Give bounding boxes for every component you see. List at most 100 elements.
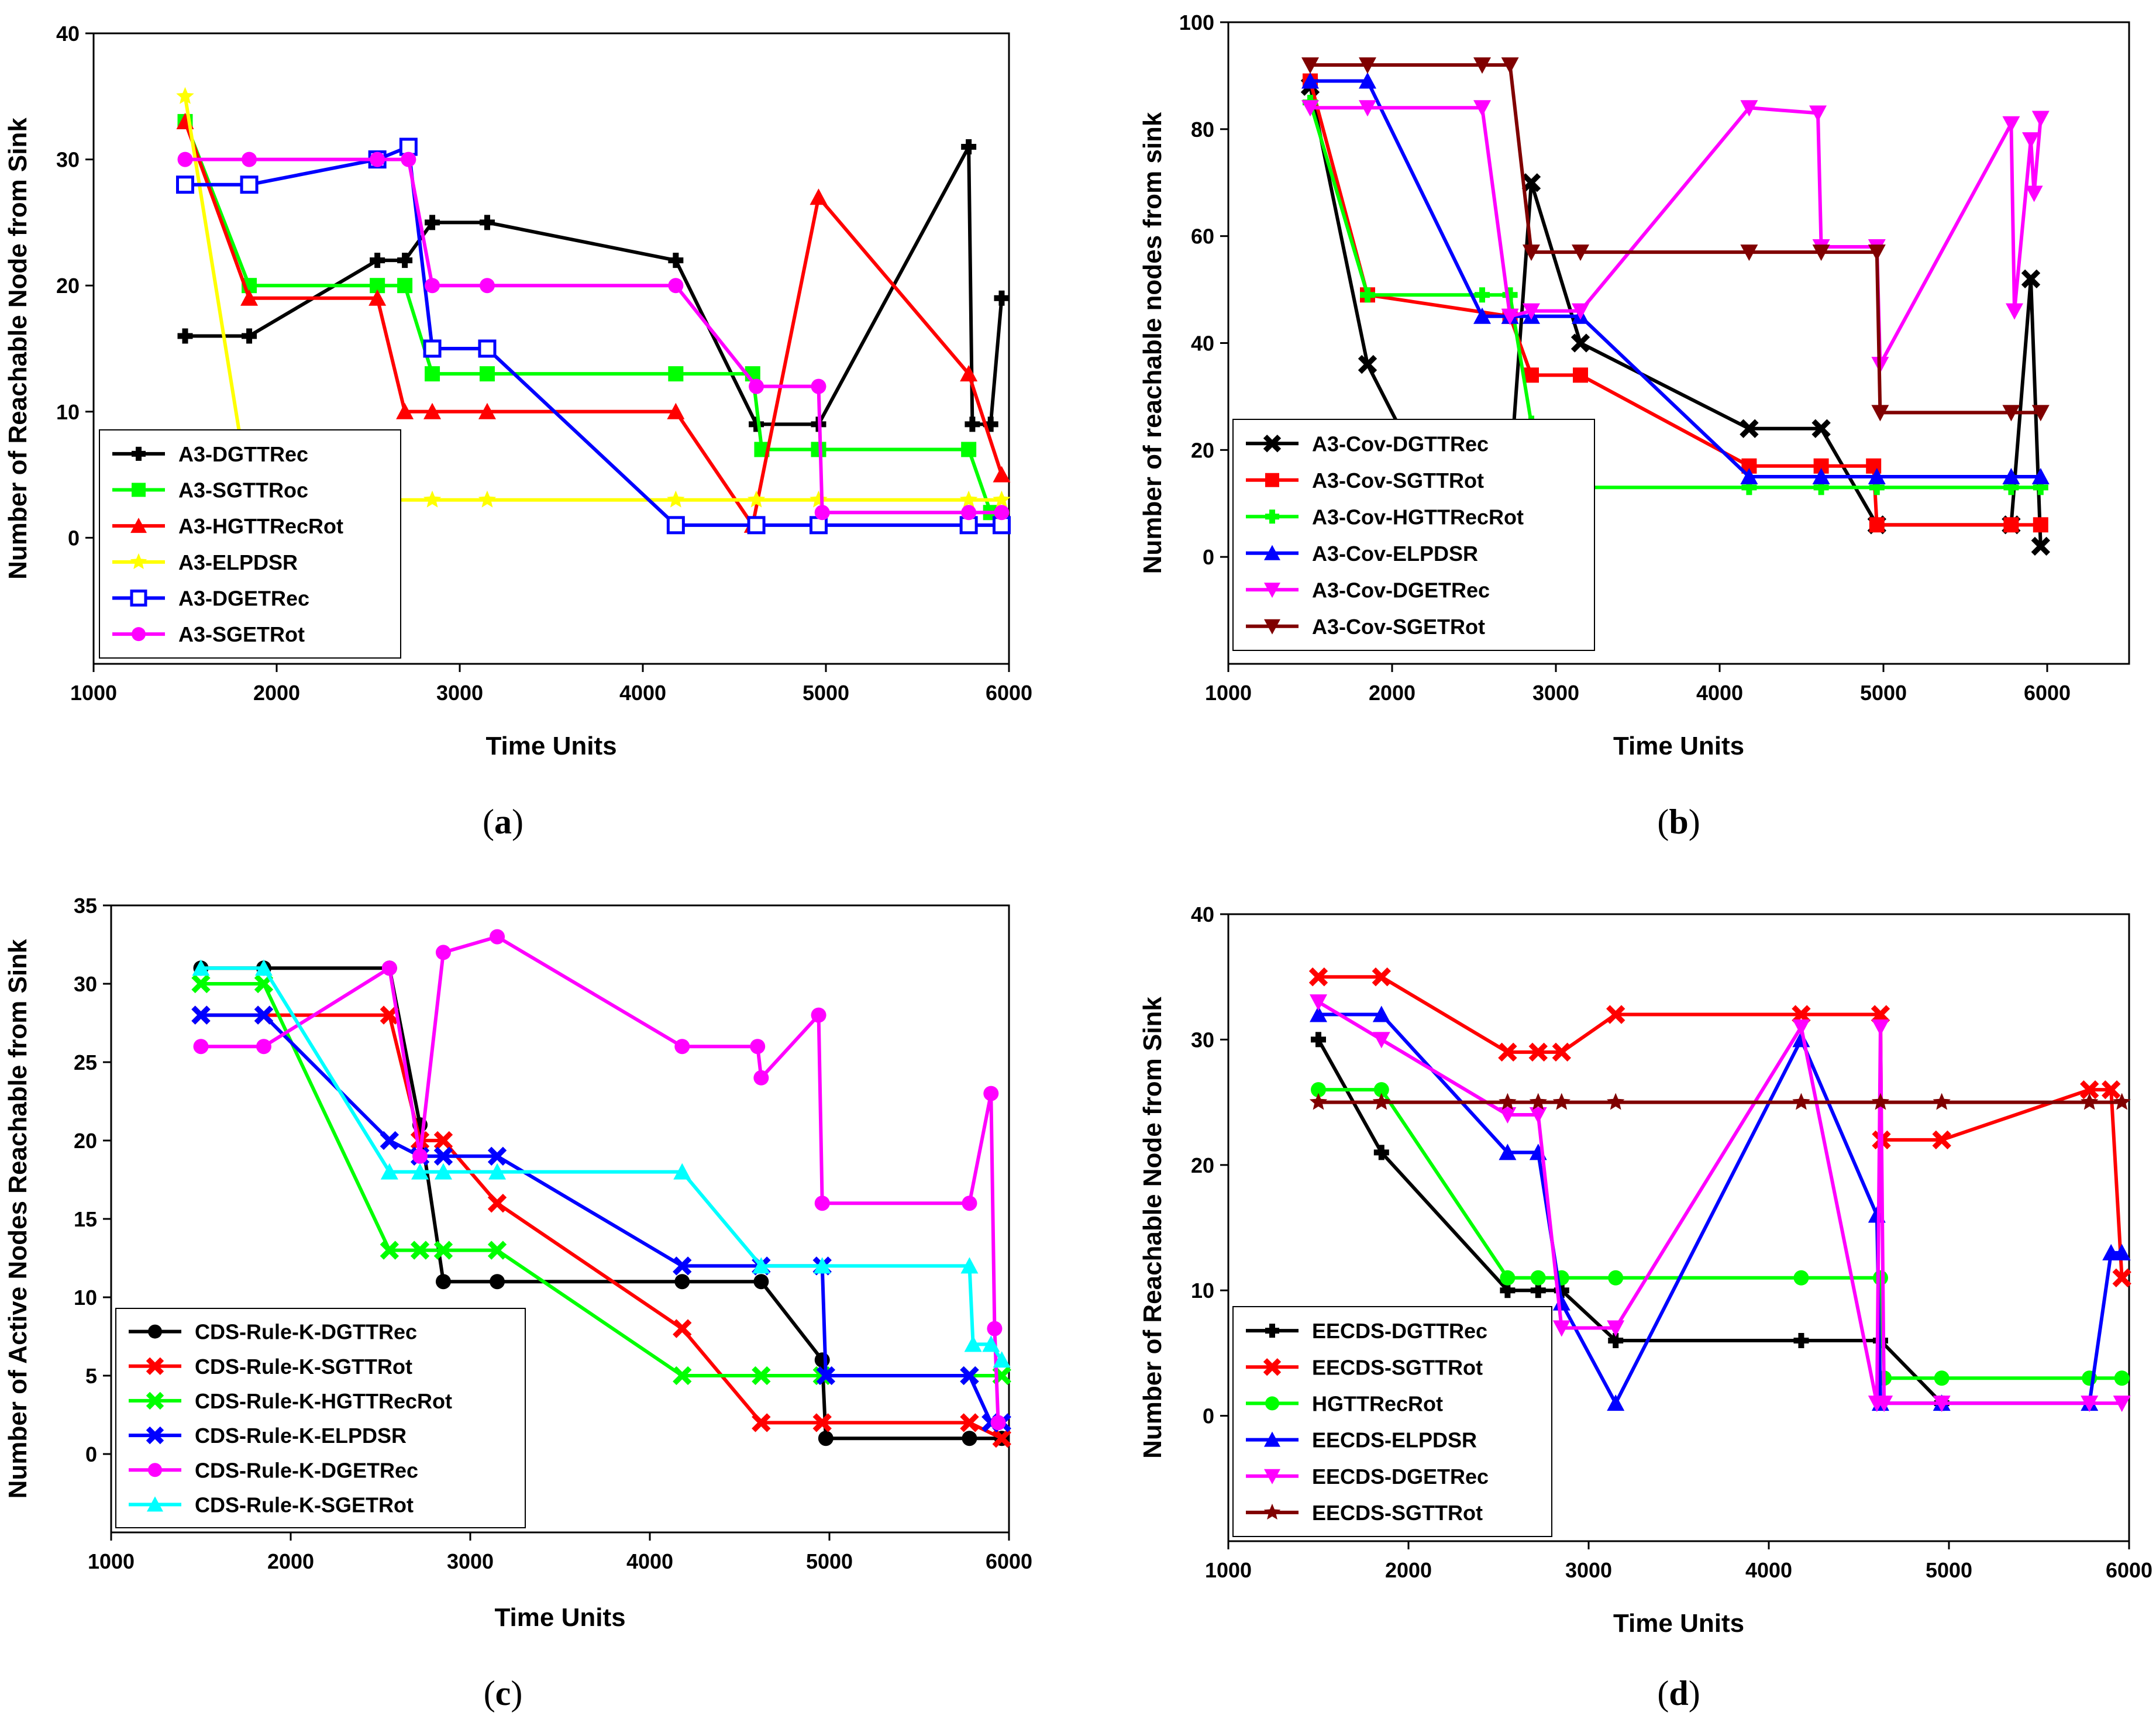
data-point [1499,1143,1517,1160]
data-point [478,490,497,508]
legend-swatch-marker [147,1496,163,1512]
data-point [753,1070,769,1086]
series-line [183,120,993,514]
data-point [254,1005,274,1025]
legend-item: CDS-Rule-K-DGETRec [129,1458,418,1482]
data-point [1373,1145,1389,1160]
legend-item: A3-Cov-SGETRot [1246,615,1485,639]
data-point [487,1146,507,1166]
legend-swatch-marker [1265,1324,1279,1338]
y-tick-label: 30 [1191,1028,1214,1052]
data-point [2002,468,2020,485]
data-point [1871,1019,1889,1036]
legend: EECDS-DGTTRec EECDS-SGTTRot HGTTRecRot EECD… [1232,1306,1552,1537]
data-point [425,215,440,230]
data-point [2081,1093,2099,1110]
series-a3-dgttrec [177,139,1010,432]
x-tick-label: 3000 [1565,1558,1612,1582]
series-a3-cov-sgetrot [1301,57,2050,422]
legend-label: A3-Cov-SGTTRot [1312,468,1484,492]
data-point [668,278,684,294]
legend-swatch-marker [130,553,147,569]
legend-item: HGTTRecRot [1246,1391,1443,1415]
data-point [380,1163,398,1180]
data-point [752,1413,771,1432]
data-point [1871,1093,1890,1110]
data-point [1309,1093,1328,1110]
data-point [1301,57,1319,74]
legend-label: A3-Cov-DGTTRec [1312,432,1489,456]
data-point [435,1274,451,1290]
data-point [381,960,397,976]
data-point [435,945,451,960]
data-point [752,1366,771,1386]
legend-swatch-marker [146,1391,164,1410]
panel-caption: (a) [483,802,523,841]
data-point [370,253,385,268]
panel-caption-letter: a [494,802,512,841]
data-point [177,151,193,167]
x-tick-label: 4000 [626,1549,673,1573]
data-point [1933,1093,1951,1110]
legend-item: CDS-Rule-K-SGTTRot [129,1355,412,1379]
x-tick-label: 5000 [1860,681,1907,705]
data-point [2080,1080,2099,1100]
data-point [242,151,257,167]
data-point [962,1431,977,1446]
data-point [433,1131,453,1150]
legend-label: EECDS-ELPDSR [1312,1428,1477,1452]
data-point [753,1274,769,1290]
y-tick-label: 20 [56,274,80,298]
data-point [256,1039,271,1055]
data-point [370,151,385,167]
y-tick-label: 40 [1191,902,1214,926]
data-point [2114,1370,2130,1386]
data-point [1871,405,1889,422]
legend-label: CDS-Rule-K-DGETRec [195,1458,418,1482]
data-point [1572,244,1589,261]
data-point [993,1351,1011,1368]
data-point [814,1352,830,1368]
data-point [176,87,194,104]
data-point [1372,1032,1390,1049]
data-point [1869,517,1885,533]
x-axis-title: Time Units [494,1603,625,1632]
data-point [1523,303,1540,320]
x-tick-label: 2000 [1385,1558,1432,1582]
data-point [479,215,495,230]
legend-box [115,1308,526,1528]
legend-item: EECDS-DGETRec [1246,1465,1489,1489]
data-point [1875,1396,1893,1413]
data-point [818,1431,834,1446]
legend-swatch-marker [1263,1503,1281,1520]
data-point [193,1039,209,1055]
y-axis-title: Number of reachable nodes from sink [1138,112,1167,574]
data-point [2113,1243,2131,1260]
data-point [994,290,1010,306]
data-point [177,328,193,344]
data-point [425,278,440,294]
legend-label: EECDS-DGETRec [1312,1465,1489,1489]
data-point [423,490,442,508]
x-tick-label: 3000 [1532,681,1579,705]
legend-label: A3-DGETRec [178,587,309,611]
y-tick-label: 35 [74,894,97,918]
legend-swatch-marker [132,446,146,461]
panel-caption-letter: c [495,1674,511,1713]
data-point [810,188,828,205]
data-point [964,1335,982,1352]
data-point [666,516,685,535]
data-point [401,151,416,167]
data-point [1501,308,1519,325]
x-tick-label: 1000 [70,681,117,705]
data-point [982,1335,1000,1352]
y-tick-label: 40 [56,22,80,46]
data-point [1793,1332,1809,1348]
data-point [434,1163,452,1180]
data-point [1310,1005,1327,1022]
data-point [433,1146,453,1166]
chart-b: 1000 2000 3000 4000 5000 6000 0 20 40 60 80 100 A3-C… [1138,11,2130,841]
series-line [185,157,1002,515]
legend-item: A3-HGTTRecRot [112,514,343,538]
data-point [487,1194,507,1213]
